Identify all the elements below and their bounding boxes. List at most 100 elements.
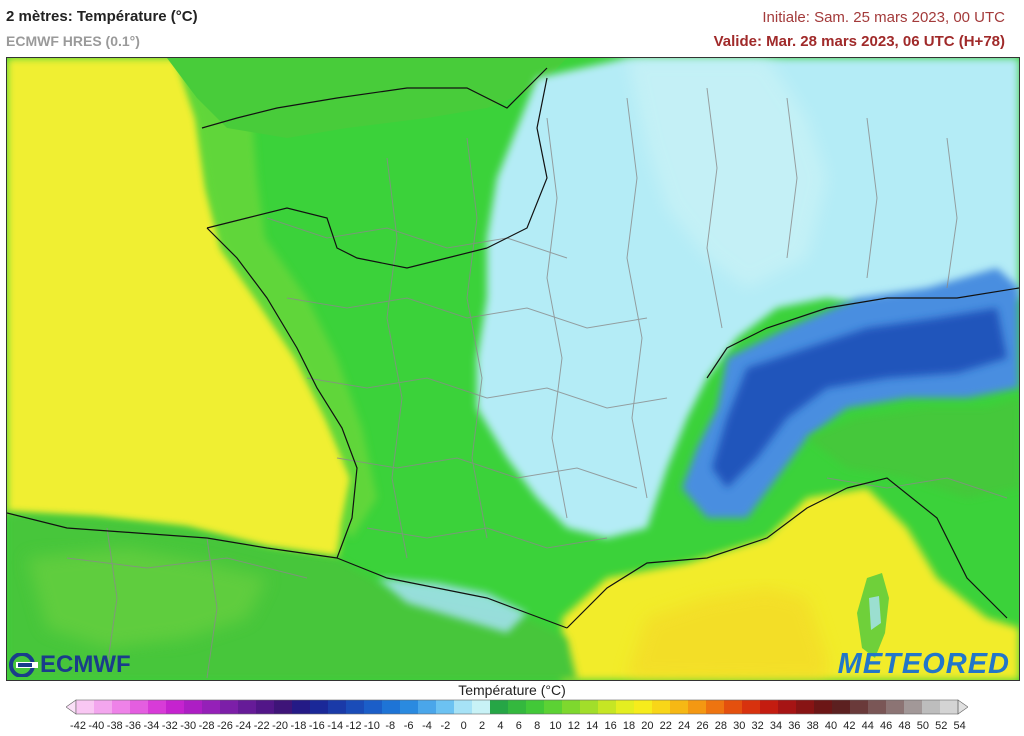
legend-swatch: [328, 700, 347, 714]
legend-swatch: [292, 700, 311, 714]
legend-swatch: [490, 700, 509, 714]
legend-tick-label: 24: [677, 720, 691, 732]
legend-swatch: [634, 700, 653, 714]
legend-tick-label: -8: [385, 720, 396, 732]
legend-swatch: [184, 700, 203, 714]
meteored-logo: METEORED: [837, 648, 1010, 680]
legend-tick-label: -18: [290, 720, 307, 732]
legend-swatch: [562, 700, 581, 714]
legend-swatch: [526, 700, 545, 714]
legend-tick-label: -14: [327, 720, 344, 732]
legend-tick-label: 40: [824, 720, 838, 732]
legend-swatch: [382, 700, 401, 714]
model-label: ECMWF HRES (0.1°): [6, 33, 140, 49]
legend-tick-label: 54: [953, 720, 966, 732]
legend-swatch: [670, 700, 689, 714]
legend-tick-label: 2: [479, 720, 486, 732]
legend-tick-label: -12: [345, 720, 362, 732]
legend-tick-label: 50: [916, 720, 930, 732]
legend-tick-label: -20: [272, 720, 288, 732]
legend-tick-label: 34: [769, 720, 783, 732]
legend-swatch: [598, 700, 617, 714]
legend-tick-label: 0: [460, 720, 467, 732]
atlantic-sea: [7, 58, 352, 558]
legend-swatch: [202, 700, 221, 714]
legend-swatch: [76, 700, 95, 714]
legend-swatch: [616, 700, 635, 714]
legend-swatch: [580, 700, 599, 714]
legend-tick-label: 28: [714, 720, 727, 732]
cold-zone: [477, 58, 1019, 538]
legend-tick-label: -16: [308, 720, 325, 732]
legend-tick-label: -28: [198, 720, 215, 732]
region-borders: [66, 87, 1008, 679]
legend-swatch: [436, 700, 455, 714]
legend-tick-label: 46: [880, 720, 893, 732]
legend-swatch: [940, 700, 959, 714]
legend-tick-label: 48: [898, 720, 911, 732]
legend-swatch: [400, 700, 419, 714]
legend-tick-label: -2: [440, 720, 451, 732]
legend-tick-label: 6: [515, 720, 522, 732]
legend-tick-label: 38: [806, 720, 819, 732]
legend-swatch: [796, 700, 815, 714]
legend-swatch: [310, 700, 329, 714]
legend-tick-label: 26: [696, 720, 709, 732]
legend-tick-label: 4: [497, 720, 504, 732]
legend-tick-label: 44: [861, 720, 874, 732]
legend-tick-label: -26: [216, 720, 233, 732]
legend-tick-label: 18: [622, 720, 636, 732]
legend-swatch: [346, 700, 365, 714]
legend-tick-label: 20: [641, 720, 654, 732]
legend-swatch: [130, 700, 149, 714]
legend-tick-label: 14: [586, 720, 599, 732]
legend-swatch: [472, 700, 491, 714]
legend-tick-label: 52: [935, 720, 948, 732]
legend-min-arrow: [66, 699, 77, 715]
legend-tick-label: 30: [733, 720, 746, 732]
legend-swatch: [904, 700, 923, 714]
ecmwf-emblem-icon: [9, 653, 38, 677]
legend-tick-label: -38: [106, 720, 123, 732]
legend-swatch: [508, 700, 527, 714]
legend-tick-label: 12: [567, 720, 581, 732]
legend-swatch: [220, 700, 239, 714]
legend-swatch: [112, 700, 131, 714]
map-canvas: [7, 58, 1019, 680]
legend-swatch: [454, 700, 473, 714]
legend-swatch: [868, 700, 887, 714]
legend-tick-label: -22: [253, 720, 270, 732]
legend-tick-label: -6: [403, 720, 414, 732]
legend-swatch: [814, 700, 833, 714]
legend-swatch: [238, 700, 257, 714]
legend-swatch: [364, 700, 383, 714]
legend-swatch: [652, 700, 671, 714]
coastlines: [7, 67, 1019, 629]
ecmwf-logo: ECMWF: [8, 651, 131, 679]
legend-title: Température (°C): [458, 682, 566, 698]
legend-swatch: [418, 700, 437, 714]
legend-tick-label: 22: [659, 720, 672, 732]
legend-tick-label: -42: [70, 720, 86, 732]
map-title: 2 mètres: Température (°C): [6, 8, 198, 25]
legend-tick-label: 36: [788, 720, 801, 732]
legend-tick-label: -24: [235, 720, 252, 732]
legend-swatch: [94, 700, 113, 714]
legend-swatch: [544, 700, 563, 714]
legend-swatch: [274, 700, 293, 714]
legend-swatch: [148, 700, 167, 714]
temperature-map[interactable]: [6, 57, 1020, 681]
legend-tick-label: -40: [88, 720, 105, 732]
legend-tick-label: 10: [549, 720, 562, 732]
legend-swatch: [742, 700, 761, 714]
legend-tick-label: -30: [180, 720, 197, 732]
legend-ticks: -42 -40 -38 -36 -34 -32 -30 -28 -26 -24 -22 -20 -18-…: [68, 720, 968, 734]
legend-tick-label: -34: [143, 720, 160, 732]
legend-colorbar: [66, 699, 968, 715]
legend-swatch: [850, 700, 869, 714]
initial-time: Initiale: Sam. 25 mars 2023, 00 UTC: [762, 9, 1005, 26]
valid-time: Valide: Mar. 28 mars 2023, 06 UTC (H+78): [713, 33, 1005, 50]
legend-tick-label: -10: [363, 720, 380, 732]
legend-swatch: [832, 700, 851, 714]
legend-tick-label: -4: [422, 720, 432, 732]
